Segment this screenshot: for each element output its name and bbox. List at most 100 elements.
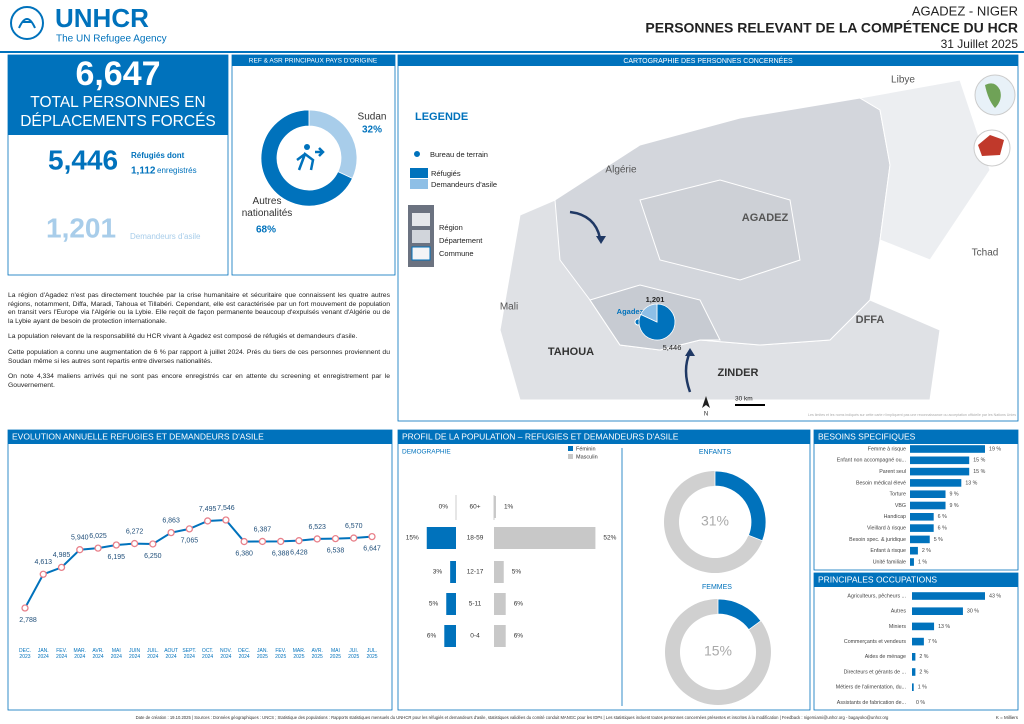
bar <box>444 625 456 647</box>
kpi-banner <box>8 55 228 135</box>
inset-globe <box>973 74 1016 167</box>
map-shapes <box>499 79 991 401</box>
bar <box>494 496 496 518</box>
paragraph: Cette population a connu une augmentatio… <box>8 348 390 365</box>
data-label: 4,985 <box>53 552 71 559</box>
bar <box>494 625 506 647</box>
bar <box>446 593 456 615</box>
panel-header <box>814 430 1018 444</box>
x-tick-label: JAN. 2024 <box>37 648 49 660</box>
panel-header <box>232 55 395 66</box>
panel-title: PRINCIPALES OCCUPATIONS <box>818 574 937 584</box>
data-label: 6% <box>514 633 524 640</box>
chart-title: ENFANTS <box>699 449 732 456</box>
bar <box>910 558 914 566</box>
panel-header <box>398 430 810 444</box>
data-label: 2 % <box>922 548 931 554</box>
data-label: 15 % <box>973 469 985 475</box>
data-label: 52% <box>603 535 616 542</box>
paragraph: La région d'Agadez n'est pas directement… <box>8 292 390 325</box>
category-label: Métiers de l'alimentation, du... <box>836 685 906 691</box>
place-label: DFFA <box>856 314 885 326</box>
refugee-icon <box>304 144 310 150</box>
legend-label: Sudan <box>358 112 387 123</box>
data-label: 43 % <box>989 593 1001 599</box>
slice <box>717 598 762 631</box>
data-label: 1,201 <box>646 295 665 304</box>
marker <box>331 534 340 543</box>
legend-swatch <box>410 168 428 178</box>
legend-swatch <box>568 454 573 459</box>
marker <box>240 537 248 546</box>
data-label: 5% <box>429 601 439 608</box>
slice <box>640 303 658 323</box>
marker <box>130 539 139 548</box>
admin-legend: Département <box>439 236 483 245</box>
place-label: Algérie <box>605 165 637 176</box>
category-label: Parent seul <box>879 469 906 475</box>
data-label: 2 % <box>919 654 928 660</box>
data-label: 15 % <box>973 458 985 464</box>
bar <box>912 592 985 600</box>
panel-title: PROFIL DE LA POPULATION – REFUGIES ET DE… <box>402 431 679 441</box>
category-label: Vieillard à risque <box>867 526 906 532</box>
category-label: Besoin spec. & juridique <box>849 537 906 543</box>
category-label: Agriculteurs, pêcheurs ... <box>847 593 906 599</box>
legend-label: Féminin <box>576 446 596 452</box>
kpi-registered-label: enregistrés <box>157 166 197 175</box>
legend-label: Autres nationalités <box>241 196 293 219</box>
marker <box>167 528 175 537</box>
logo-subtitle: The UN Refugee Agency <box>56 34 167 45</box>
data-label: 32% <box>362 125 382 136</box>
data-label: 2 % <box>919 669 928 675</box>
data-label: 30 % <box>967 609 979 615</box>
footer-units: K = Milliers <box>996 715 1019 720</box>
x-tick-label: OCT. 2024 <box>201 648 214 660</box>
slice <box>260 109 353 207</box>
admin-swatch <box>411 246 431 261</box>
marker <box>203 517 212 525</box>
x-tick-label: JUL. 2025 <box>366 648 378 660</box>
admin-legend: Commune <box>439 249 474 258</box>
x-tick-label: AVR. 2025 <box>311 648 323 660</box>
data-label: 6,388 <box>272 550 290 557</box>
kpi-refugees: 5,446 <box>48 144 118 175</box>
bar <box>494 593 506 615</box>
data-label: 6,380 <box>235 550 253 557</box>
category-label: Enfant à risque <box>870 548 906 554</box>
marker <box>313 535 321 543</box>
category-label: Unité familiale <box>873 559 906 565</box>
data-label: 6% <box>514 601 524 608</box>
map-arrow-head <box>685 348 695 356</box>
x-tick-label: JUIL. 2024 <box>146 648 159 660</box>
data-label: 7 % <box>928 639 937 645</box>
marker <box>94 544 102 552</box>
category-label: VBG <box>895 503 906 509</box>
marker <box>39 570 47 578</box>
x-tick-label: AVR. 2024 <box>92 648 104 660</box>
bar <box>912 607 963 615</box>
map-office-legend: Bureau de terrain <box>430 150 488 159</box>
marker <box>149 540 157 548</box>
place-label: ZINDER <box>718 367 759 379</box>
data-label: 6,428 <box>290 550 308 557</box>
paragraph: La population relevant de la responsabil… <box>8 333 358 341</box>
panel-header <box>8 430 392 444</box>
panel-header <box>814 573 1018 587</box>
scale-label: 30 km <box>735 396 753 403</box>
chart-title: FEMMES <box>702 584 732 591</box>
data-label: 1% <box>504 504 514 511</box>
panel-header <box>398 55 1018 66</box>
data-label: 6 % <box>938 514 947 520</box>
x-tick-label: NOV. 2024 <box>220 648 232 660</box>
bar <box>912 622 935 631</box>
category-label: Commerçants et vendeurs <box>844 639 906 645</box>
data-label: 9 % <box>950 503 959 509</box>
bar <box>450 561 456 583</box>
date: 31 Juillet 2025 <box>941 37 1019 51</box>
kpi-asylum: 1,201 <box>46 212 116 243</box>
age-label: 18-59 <box>467 535 484 542</box>
age-label: 12-17 <box>467 569 484 576</box>
x-tick-label: DEC. 2024 <box>238 648 251 660</box>
office-label: Agadez <box>617 307 644 316</box>
